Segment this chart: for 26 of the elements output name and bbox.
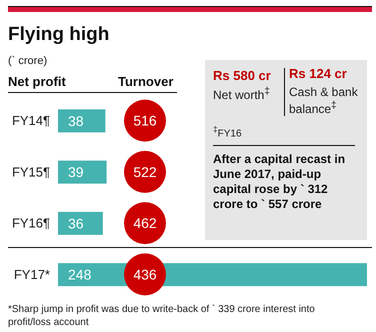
- annotation: $^{‡}$FY16: [213, 124, 242, 140]
- bar: [58, 212, 103, 235]
- annotation: Net worth$^{‡}$: [213, 85, 271, 102]
- text: Turnover: [118, 74, 174, 89]
- text: Rs 124 cr: [289, 66, 347, 81]
- y-tick-label: FY14¶: [12, 113, 50, 128]
- data-label: 39: [68, 164, 84, 180]
- text: *Sharp jump in profit was due to write-back of ` 339 crore interest into profit/loss account: [8, 303, 316, 329]
- chart-title: Flying high: [8, 24, 110, 46]
- data-label: 36: [68, 215, 84, 232]
- chart-subtitle: (` crore): [8, 55, 48, 67]
- bar: [58, 160, 107, 184]
- annotation: After a capital recast in June 2017, paid-up capital rose by ` 312 crore to ` 557 crore: [213, 152, 346, 212]
- text: Rs 580 cr: [213, 68, 271, 83]
- bar: [58, 109, 106, 132]
- y-tick-label: FY15¶: [12, 164, 50, 180]
- data-label: 436: [133, 266, 157, 282]
- data-label: 248: [68, 266, 92, 283]
- y-tick-label: FY17*: [14, 266, 50, 282]
- series-label: Net profit: [8, 74, 66, 89]
- data-label: 516: [133, 112, 157, 129]
- data-label: 38: [68, 112, 84, 129]
- data-label: 462: [133, 215, 157, 232]
- annotation: Cash & bank balance$^{‡}$: [289, 85, 359, 116]
- y-tick-label: FY16¶: [12, 216, 50, 231]
- data-label: 522: [133, 164, 157, 180]
